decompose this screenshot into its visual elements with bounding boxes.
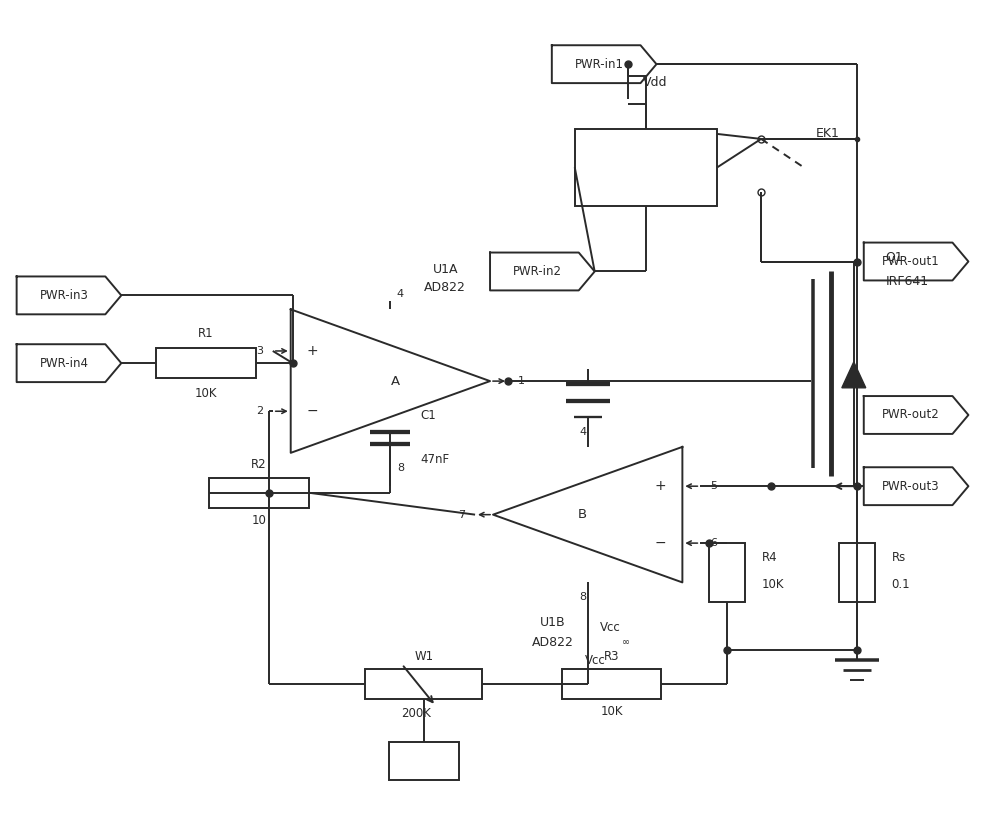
Text: R3: R3: [604, 649, 619, 663]
Text: Q1: Q1: [886, 250, 903, 263]
Text: 10K: 10K: [195, 387, 217, 399]
Text: U1A: U1A: [432, 263, 458, 276]
Text: 10K: 10K: [762, 578, 785, 591]
Text: PWR-in3: PWR-in3: [40, 289, 88, 302]
Bar: [562, 669, 661, 699]
Text: PWR-out2: PWR-out2: [882, 408, 940, 421]
Text: 47nF: 47nF: [420, 453, 449, 467]
Text: PWR-in1: PWR-in1: [575, 58, 624, 71]
Text: 4: 4: [397, 290, 404, 300]
Text: W1: W1: [414, 649, 433, 663]
Text: PWR-out1: PWR-out1: [882, 255, 940, 268]
Bar: [389, 742, 459, 779]
Bar: [709, 542, 745, 602]
Text: U1B: U1B: [540, 616, 566, 629]
Text: 1: 1: [518, 376, 525, 386]
Bar: [209, 478, 309, 508]
Text: ∞: ∞: [622, 637, 630, 647]
Text: R1: R1: [198, 327, 214, 340]
Bar: [365, 669, 482, 699]
Text: 8: 8: [397, 463, 404, 472]
Text: 10: 10: [251, 514, 266, 527]
Text: C1: C1: [420, 410, 436, 422]
Bar: [839, 542, 875, 602]
Text: 5: 5: [710, 481, 717, 491]
Bar: [156, 348, 256, 378]
Text: PWR-in2: PWR-in2: [513, 265, 562, 278]
Polygon shape: [842, 362, 866, 388]
Text: 8: 8: [579, 593, 586, 602]
Text: 7: 7: [458, 509, 465, 519]
Text: Vcc: Vcc: [600, 621, 620, 634]
Text: PWR-out3: PWR-out3: [882, 480, 940, 493]
Text: AD822: AD822: [532, 635, 574, 649]
Text: +: +: [307, 344, 318, 358]
Text: Rs: Rs: [892, 551, 906, 564]
Text: A: A: [391, 374, 400, 388]
Text: 6: 6: [710, 538, 717, 548]
Text: B: B: [578, 508, 587, 521]
Text: Vcc: Vcc: [585, 653, 606, 667]
Text: R2: R2: [251, 458, 267, 472]
Text: Vdd: Vdd: [643, 76, 667, 89]
Text: PWR-in4: PWR-in4: [39, 356, 88, 370]
Text: +: +: [655, 479, 666, 493]
Text: −: −: [655, 536, 666, 550]
Text: IRF641: IRF641: [886, 275, 929, 288]
Text: 200K: 200K: [401, 708, 431, 720]
Bar: [575, 129, 717, 206]
Text: 10K: 10K: [600, 705, 623, 718]
Text: 3: 3: [256, 346, 263, 356]
Text: 4: 4: [579, 427, 586, 437]
Text: −: −: [307, 404, 318, 418]
Text: AD822: AD822: [424, 281, 466, 294]
Text: 0.1: 0.1: [892, 578, 910, 591]
Text: 2: 2: [256, 407, 263, 416]
Text: R4: R4: [762, 551, 778, 564]
Text: EK1: EK1: [816, 128, 840, 141]
